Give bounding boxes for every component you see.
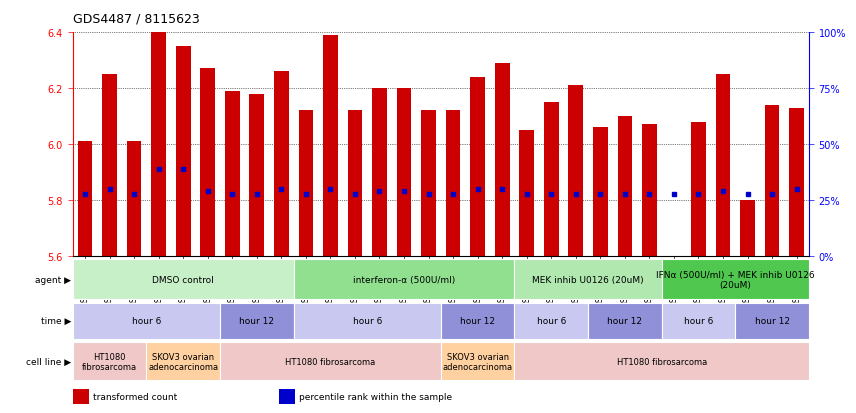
Bar [441, 342, 514, 380]
Bar [662, 260, 809, 300]
Bar [514, 342, 809, 380]
Text: time ▶: time ▶ [41, 317, 71, 325]
Bar [146, 342, 220, 380]
Bar [764, 106, 780, 256]
Bar [249, 95, 265, 256]
Text: HT1080
fibrosarcoma: HT1080 fibrosarcoma [82, 352, 137, 371]
Bar [421, 111, 436, 256]
Bar [588, 303, 662, 339]
Bar [73, 389, 89, 404]
Bar [470, 78, 485, 256]
Bar [73, 260, 294, 300]
Bar [73, 303, 220, 339]
Bar [514, 303, 588, 339]
Text: hour 6: hour 6 [132, 317, 161, 325]
Text: SKOV3 ovarian
adenocarcinoma: SKOV3 ovarian adenocarcinoma [443, 352, 513, 371]
Text: interferon-α (500U/ml): interferon-α (500U/ml) [353, 275, 455, 284]
Bar [789, 108, 804, 256]
Bar [716, 75, 730, 256]
Bar [348, 111, 362, 256]
Bar [544, 103, 559, 256]
Bar [667, 256, 681, 413]
Bar [175, 47, 191, 256]
Bar [73, 342, 146, 380]
Bar [220, 342, 441, 380]
Bar [740, 200, 755, 256]
Text: MEK inhib U0126 (20uM): MEK inhib U0126 (20uM) [532, 275, 644, 284]
Text: percentile rank within the sample: percentile rank within the sample [300, 392, 453, 401]
Text: GDS4487 / 8115623: GDS4487 / 8115623 [73, 12, 199, 25]
Bar [568, 86, 583, 256]
Text: HT1080 fibrosarcoma: HT1080 fibrosarcoma [616, 357, 707, 366]
Text: hour 6: hour 6 [537, 317, 566, 325]
Text: DMSO control: DMSO control [152, 275, 214, 284]
Bar [274, 72, 288, 256]
Bar [294, 303, 441, 339]
Text: IFNα (500U/ml) + MEK inhib U0126
(20uM): IFNα (500U/ml) + MEK inhib U0126 (20uM) [656, 270, 815, 290]
Bar [372, 89, 387, 256]
Bar [396, 89, 412, 256]
Bar [441, 303, 514, 339]
Bar [735, 303, 809, 339]
Bar [593, 128, 608, 256]
Text: hour 12: hour 12 [608, 317, 642, 325]
Bar [200, 69, 215, 256]
Bar [78, 142, 92, 256]
Text: cell line ▶: cell line ▶ [26, 357, 71, 366]
Text: SKOV3 ovarian
adenocarcinoma: SKOV3 ovarian adenocarcinoma [148, 352, 218, 371]
Text: HT1080 fibrosarcoma: HT1080 fibrosarcoma [285, 357, 376, 366]
Bar [446, 111, 461, 256]
Bar [225, 92, 240, 256]
Bar [127, 142, 141, 256]
Text: hour 6: hour 6 [353, 317, 382, 325]
Bar [152, 33, 166, 256]
Bar [495, 64, 509, 256]
Bar [662, 303, 735, 339]
Text: hour 6: hour 6 [684, 317, 713, 325]
Bar [299, 111, 313, 256]
Text: hour 12: hour 12 [461, 317, 495, 325]
Bar [514, 260, 662, 300]
Bar [323, 36, 338, 256]
Text: transformed count: transformed count [93, 392, 178, 401]
Bar [520, 131, 534, 256]
Bar [279, 389, 295, 404]
Bar [617, 117, 633, 256]
Bar [691, 122, 706, 256]
Text: agent ▶: agent ▶ [35, 275, 71, 284]
Bar [102, 75, 117, 256]
Bar [220, 303, 294, 339]
Text: hour 12: hour 12 [240, 317, 274, 325]
Text: hour 12: hour 12 [755, 317, 789, 325]
Bar [642, 125, 657, 256]
Bar [294, 260, 514, 300]
